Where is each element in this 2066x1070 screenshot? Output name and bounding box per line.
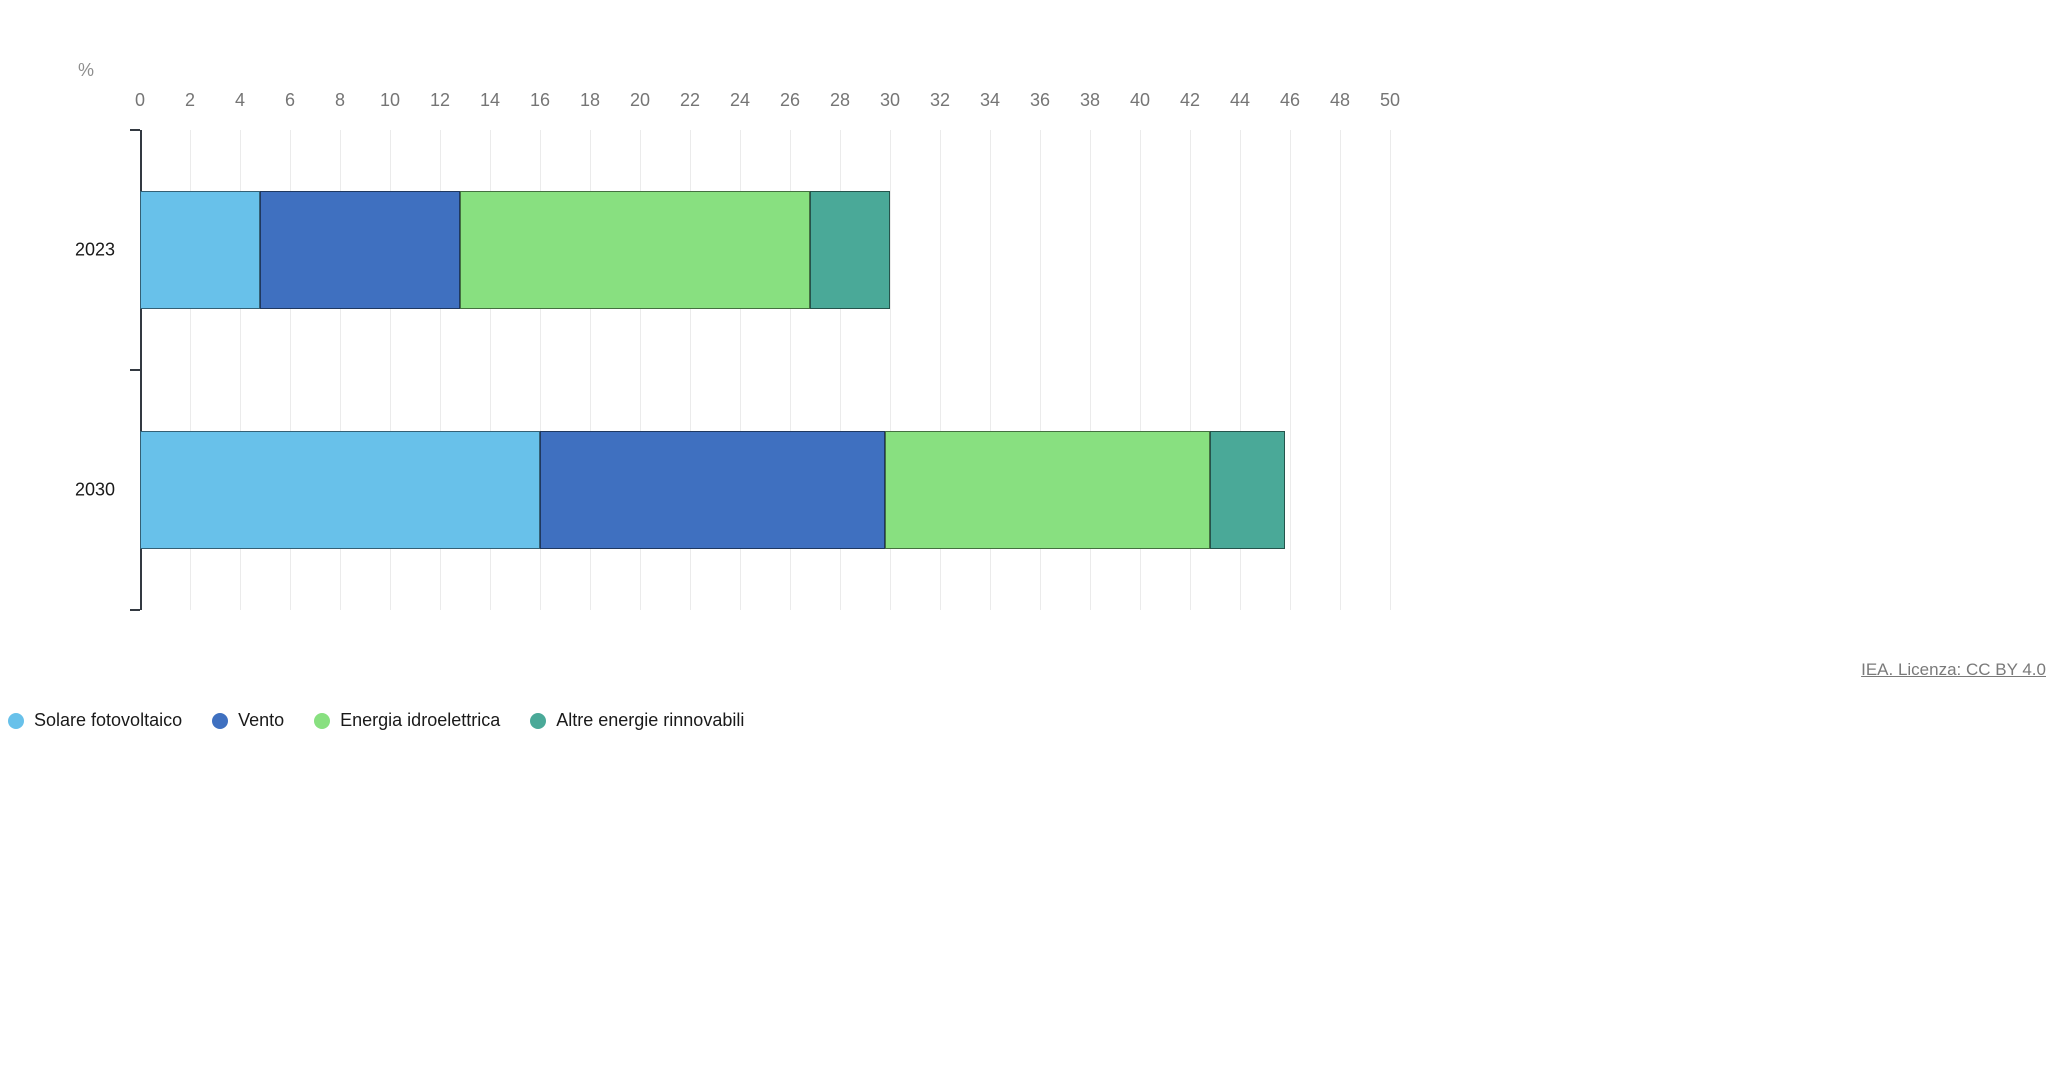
x-tick-label: 0	[135, 90, 145, 111]
x-tick-label: 8	[335, 90, 345, 111]
bar-row	[140, 191, 890, 309]
category-label: 2030	[75, 480, 115, 501]
legend-dot	[8, 713, 24, 729]
credit-text[interactable]: IEA. Licenza: CC BY 4.0	[0, 660, 2066, 680]
grid-line	[1340, 130, 1341, 610]
x-tick-label: 4	[235, 90, 245, 111]
grid-line	[1290, 130, 1291, 610]
x-tick-label: 34	[980, 90, 1000, 111]
x-tick-label: 50	[1380, 90, 1400, 111]
x-tick-label: 48	[1330, 90, 1350, 111]
x-tick-label: 30	[880, 90, 900, 111]
x-tick-label: 16	[530, 90, 550, 111]
category-label: 2023	[75, 240, 115, 261]
bar-segment[interactable]	[140, 431, 540, 549]
x-tick-label: 40	[1130, 90, 1150, 111]
bar-segment[interactable]	[460, 191, 810, 309]
legend-item[interactable]: Altre energie rinnovabili	[530, 710, 744, 731]
legend-label: Energia idroelettrica	[340, 710, 500, 731]
bar-segment[interactable]	[1210, 431, 1285, 549]
x-tick-label: 18	[580, 90, 600, 111]
plot-area: 0246810121416182022242628303234363840424…	[140, 130, 1390, 610]
legend-dot	[530, 713, 546, 729]
bar-segment[interactable]	[260, 191, 460, 309]
x-tick-label: 10	[380, 90, 400, 111]
bar-segment[interactable]	[540, 431, 885, 549]
legend-dot	[314, 713, 330, 729]
legend-label: Altre energie rinnovabili	[556, 710, 744, 731]
x-tick-label: 38	[1080, 90, 1100, 111]
legend-item[interactable]: Energia idroelettrica	[314, 710, 500, 731]
x-tick-label: 6	[285, 90, 295, 111]
x-tick-label: 14	[480, 90, 500, 111]
x-tick-label: 44	[1230, 90, 1250, 111]
x-tick-label: 2	[185, 90, 195, 111]
y-axis-tick	[130, 609, 140, 611]
x-tick-label: 42	[1180, 90, 1200, 111]
x-tick-label: 22	[680, 90, 700, 111]
y-axis-tick	[130, 129, 140, 131]
y-axis-unit-label: %	[78, 60, 94, 81]
legend-item[interactable]: Vento	[212, 710, 284, 731]
y-axis-tick	[130, 369, 140, 371]
grid-line	[1390, 130, 1391, 610]
x-tick-label: 24	[730, 90, 750, 111]
bar-segment[interactable]	[885, 431, 1210, 549]
x-tick-label: 36	[1030, 90, 1050, 111]
bar-row	[140, 431, 1285, 549]
legend-dot	[212, 713, 228, 729]
x-tick-label: 28	[830, 90, 850, 111]
x-tick-label: 46	[1280, 90, 1300, 111]
legend-label: Vento	[238, 710, 284, 731]
x-tick-label: 32	[930, 90, 950, 111]
legend-item[interactable]: Solare fotovoltaico	[8, 710, 182, 731]
legend: Solare fotovoltaico Vento Energia idroelet…	[0, 710, 2066, 731]
x-tick-label: 26	[780, 90, 800, 111]
legend-label: Solare fotovoltaico	[34, 710, 182, 731]
x-tick-label: 12	[430, 90, 450, 111]
x-tick-label: 20	[630, 90, 650, 111]
chart-container: % 02468101214161820222426283032343638404…	[0, 0, 2066, 610]
bar-segment[interactable]	[810, 191, 890, 309]
bar-segment[interactable]	[140, 191, 260, 309]
